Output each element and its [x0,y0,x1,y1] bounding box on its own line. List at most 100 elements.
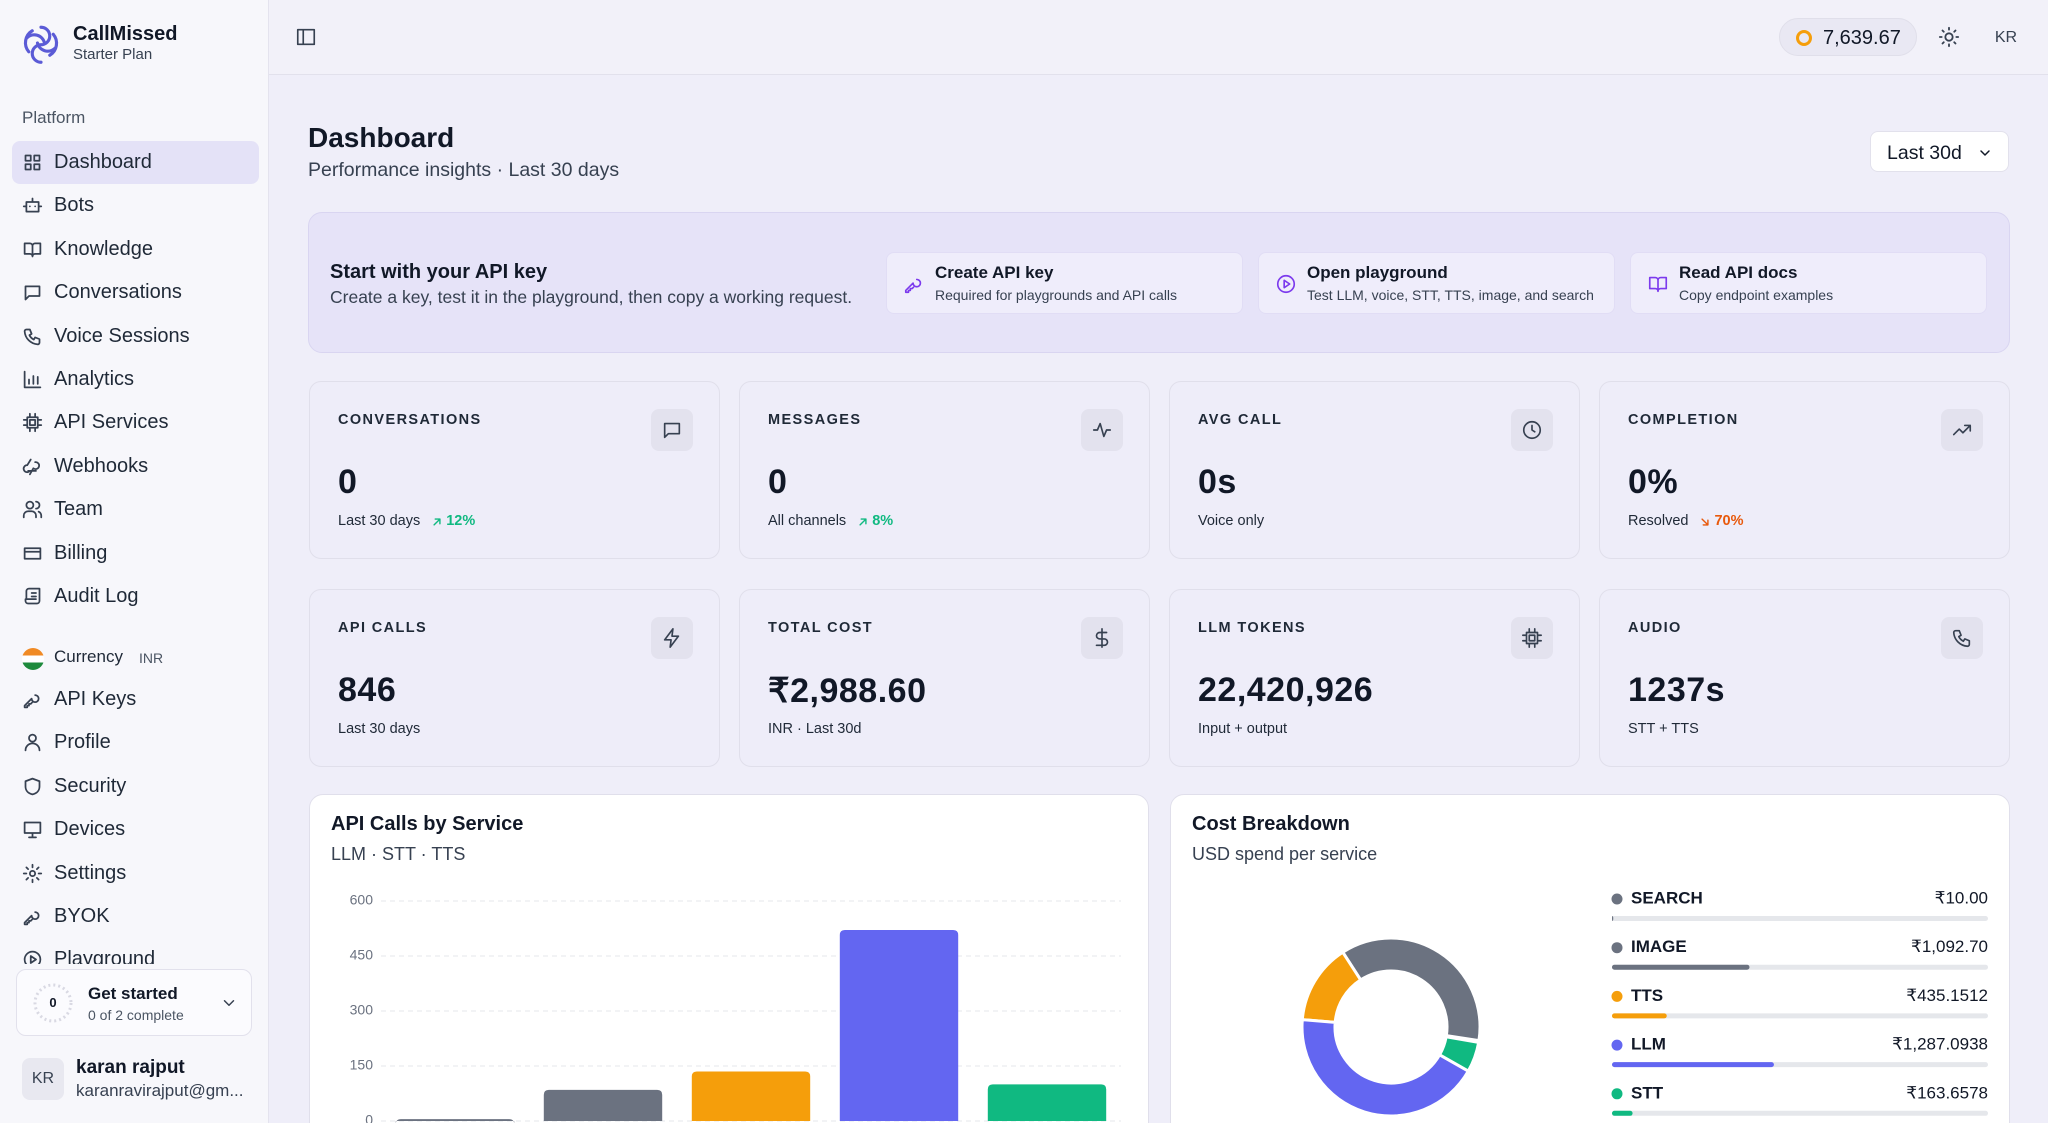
legend-label: SEARCH [1631,888,1703,907]
stat-card: AVG CALL 0s Voice only [1169,381,1580,559]
nav-label: Webhooks [54,454,149,477]
stat-icon-shape [1095,628,1109,648]
nav-label: Settings [54,861,127,884]
theme-toggle [1938,26,1960,48]
nav-item[interactable]: Playground [12,938,259,964]
chart-title: Cost Breakdown [1192,813,1350,835]
legend-track [1612,1013,1988,1019]
nav-label: Profile [54,731,111,754]
nav-icon-shape [24,734,41,752]
y-tick-label: 150 [350,1057,374,1073]
stat-label: COMPLETION [1628,412,1739,428]
get-started[interactable]: 0 Get started 0 of 2 complete [16,969,252,1036]
stat-note: All channels [768,513,847,529]
nav-item[interactable]: Billing [12,532,259,575]
get-started-progress: 0 of 2 complete [88,1007,184,1023]
nav-item[interactable]: Analytics [12,358,259,401]
nav-label: Playground [54,948,156,964]
stat-value: 0 [338,463,358,501]
stat-label: MESSAGES [768,412,862,428]
nav-item[interactable]: Audit Log [12,575,259,618]
stat-icon [1952,629,1971,648]
stat-note: Last 30 days [338,721,421,737]
stat-icon-shape [1523,420,1541,440]
stat-note: STT + TTS [1628,721,1699,737]
stat-trend: 8% [872,513,894,529]
stat-icon [1522,628,1542,648]
stat-icon [1952,424,1972,436]
stat-label: API CALLS [338,620,428,636]
nav-icon-shape [22,863,43,883]
action-desc: Required for playgrounds and API calls [935,287,1178,303]
legend-bar [1612,964,1750,970]
nav-label: Knowledge [54,237,153,260]
nav-icon-shape [24,154,41,171]
page-title: Dashboard [308,122,455,153]
nav-item[interactable]: Conversations [12,271,259,314]
action-icon-shape [904,278,922,294]
donut-segment [1437,1034,1481,1074]
bar [395,1119,515,1123]
stat-label: AVG CALL [1198,412,1283,428]
legend-value: ₹163.6578 [1906,1083,1988,1102]
legend-value: ₹1,092.70 [1911,937,1988,956]
banner-title: Start with your API key [330,261,548,283]
nav-icon [23,546,42,560]
chart-subtitle: USD spend per service [1192,844,1378,864]
chevron-shape [223,1000,235,1006]
nav-item[interactable]: Devices [12,808,259,851]
stat-trend: 70% [1714,513,1744,529]
legend-value: ₹10.00 [1935,888,1988,907]
banner-action[interactable]: Create API key Required for playgrounds a… [886,252,1243,314]
nav-label: Team [54,498,103,521]
nav-label: Analytics [54,368,135,390]
nav-item[interactable]: API Keys [12,678,259,721]
nav-item[interactable]: Webhooks [12,445,259,488]
chart-subtitle: LLM · STT · TTS [331,844,466,864]
nav-item[interactable]: BYOK [12,895,259,938]
nav-label: Dashboard [54,151,152,173]
nav-label: Security [54,774,127,797]
nav-label: API Keys [54,688,137,710]
top-avatar[interactable]: KR [1994,29,2018,46]
stat-icon [1095,628,1109,648]
stat-icon-box [1941,409,1983,451]
range-chevron [1980,150,1990,156]
sidebar-toggle [296,28,316,46]
nav-item[interactable]: Dashboard [12,141,259,184]
chart-card: API Calls by Service LLM · STT · TTS [309,794,1149,1123]
action-desc: Test LLM, voice, STT, TTS, image, and se… [1307,287,1594,303]
nav-icon-shape [24,285,41,301]
nav-item[interactable]: Knowledge [12,228,259,271]
stat-value: 846 [338,671,397,709]
nav-icon-shape [23,242,42,258]
nav-icon-shape [22,500,43,519]
nav-icon [23,911,40,926]
nav-item[interactable]: Team [12,488,259,531]
nav-item[interactable]: Settings [12,852,259,895]
stat-card: AUDIO 1237s STT + TTS [1599,589,2010,767]
nav-label: Conversations [54,281,182,304]
nav-item[interactable]: Bots [12,184,259,227]
user-avatar: KR [22,1058,64,1100]
nav-item[interactable]: Profile [12,721,259,764]
stat-label: CONVERSATIONS [338,412,482,428]
stat-value: 1237s [1628,671,1726,709]
y-tick-label: 300 [350,1002,374,1018]
range-select[interactable]: Last 30d [1870,131,2009,172]
nav-item[interactable]: API Services [12,401,259,444]
nav-icon-shape [22,413,43,433]
banner-action[interactable]: Read API docs Copy endpoint examples [1630,252,1987,314]
legend-dot [1611,1039,1623,1051]
nav-item[interactable]: Voice Sessions [12,315,259,358]
credits-pill[interactable]: 7,639.67 [1779,18,1917,56]
trend-arrow-shape [433,518,441,526]
y-tick-label: 0 [365,1112,373,1123]
topbar: 7,639.67 KR [269,0,2048,75]
y-tick-label: 450 [350,947,374,963]
action-icon [1277,274,1295,294]
nav-item[interactable]: Security [12,765,259,808]
banner-action[interactable]: Open playground Test LLM, voice, STT, TTS… [1258,252,1615,314]
stat-icon-box [651,617,693,659]
